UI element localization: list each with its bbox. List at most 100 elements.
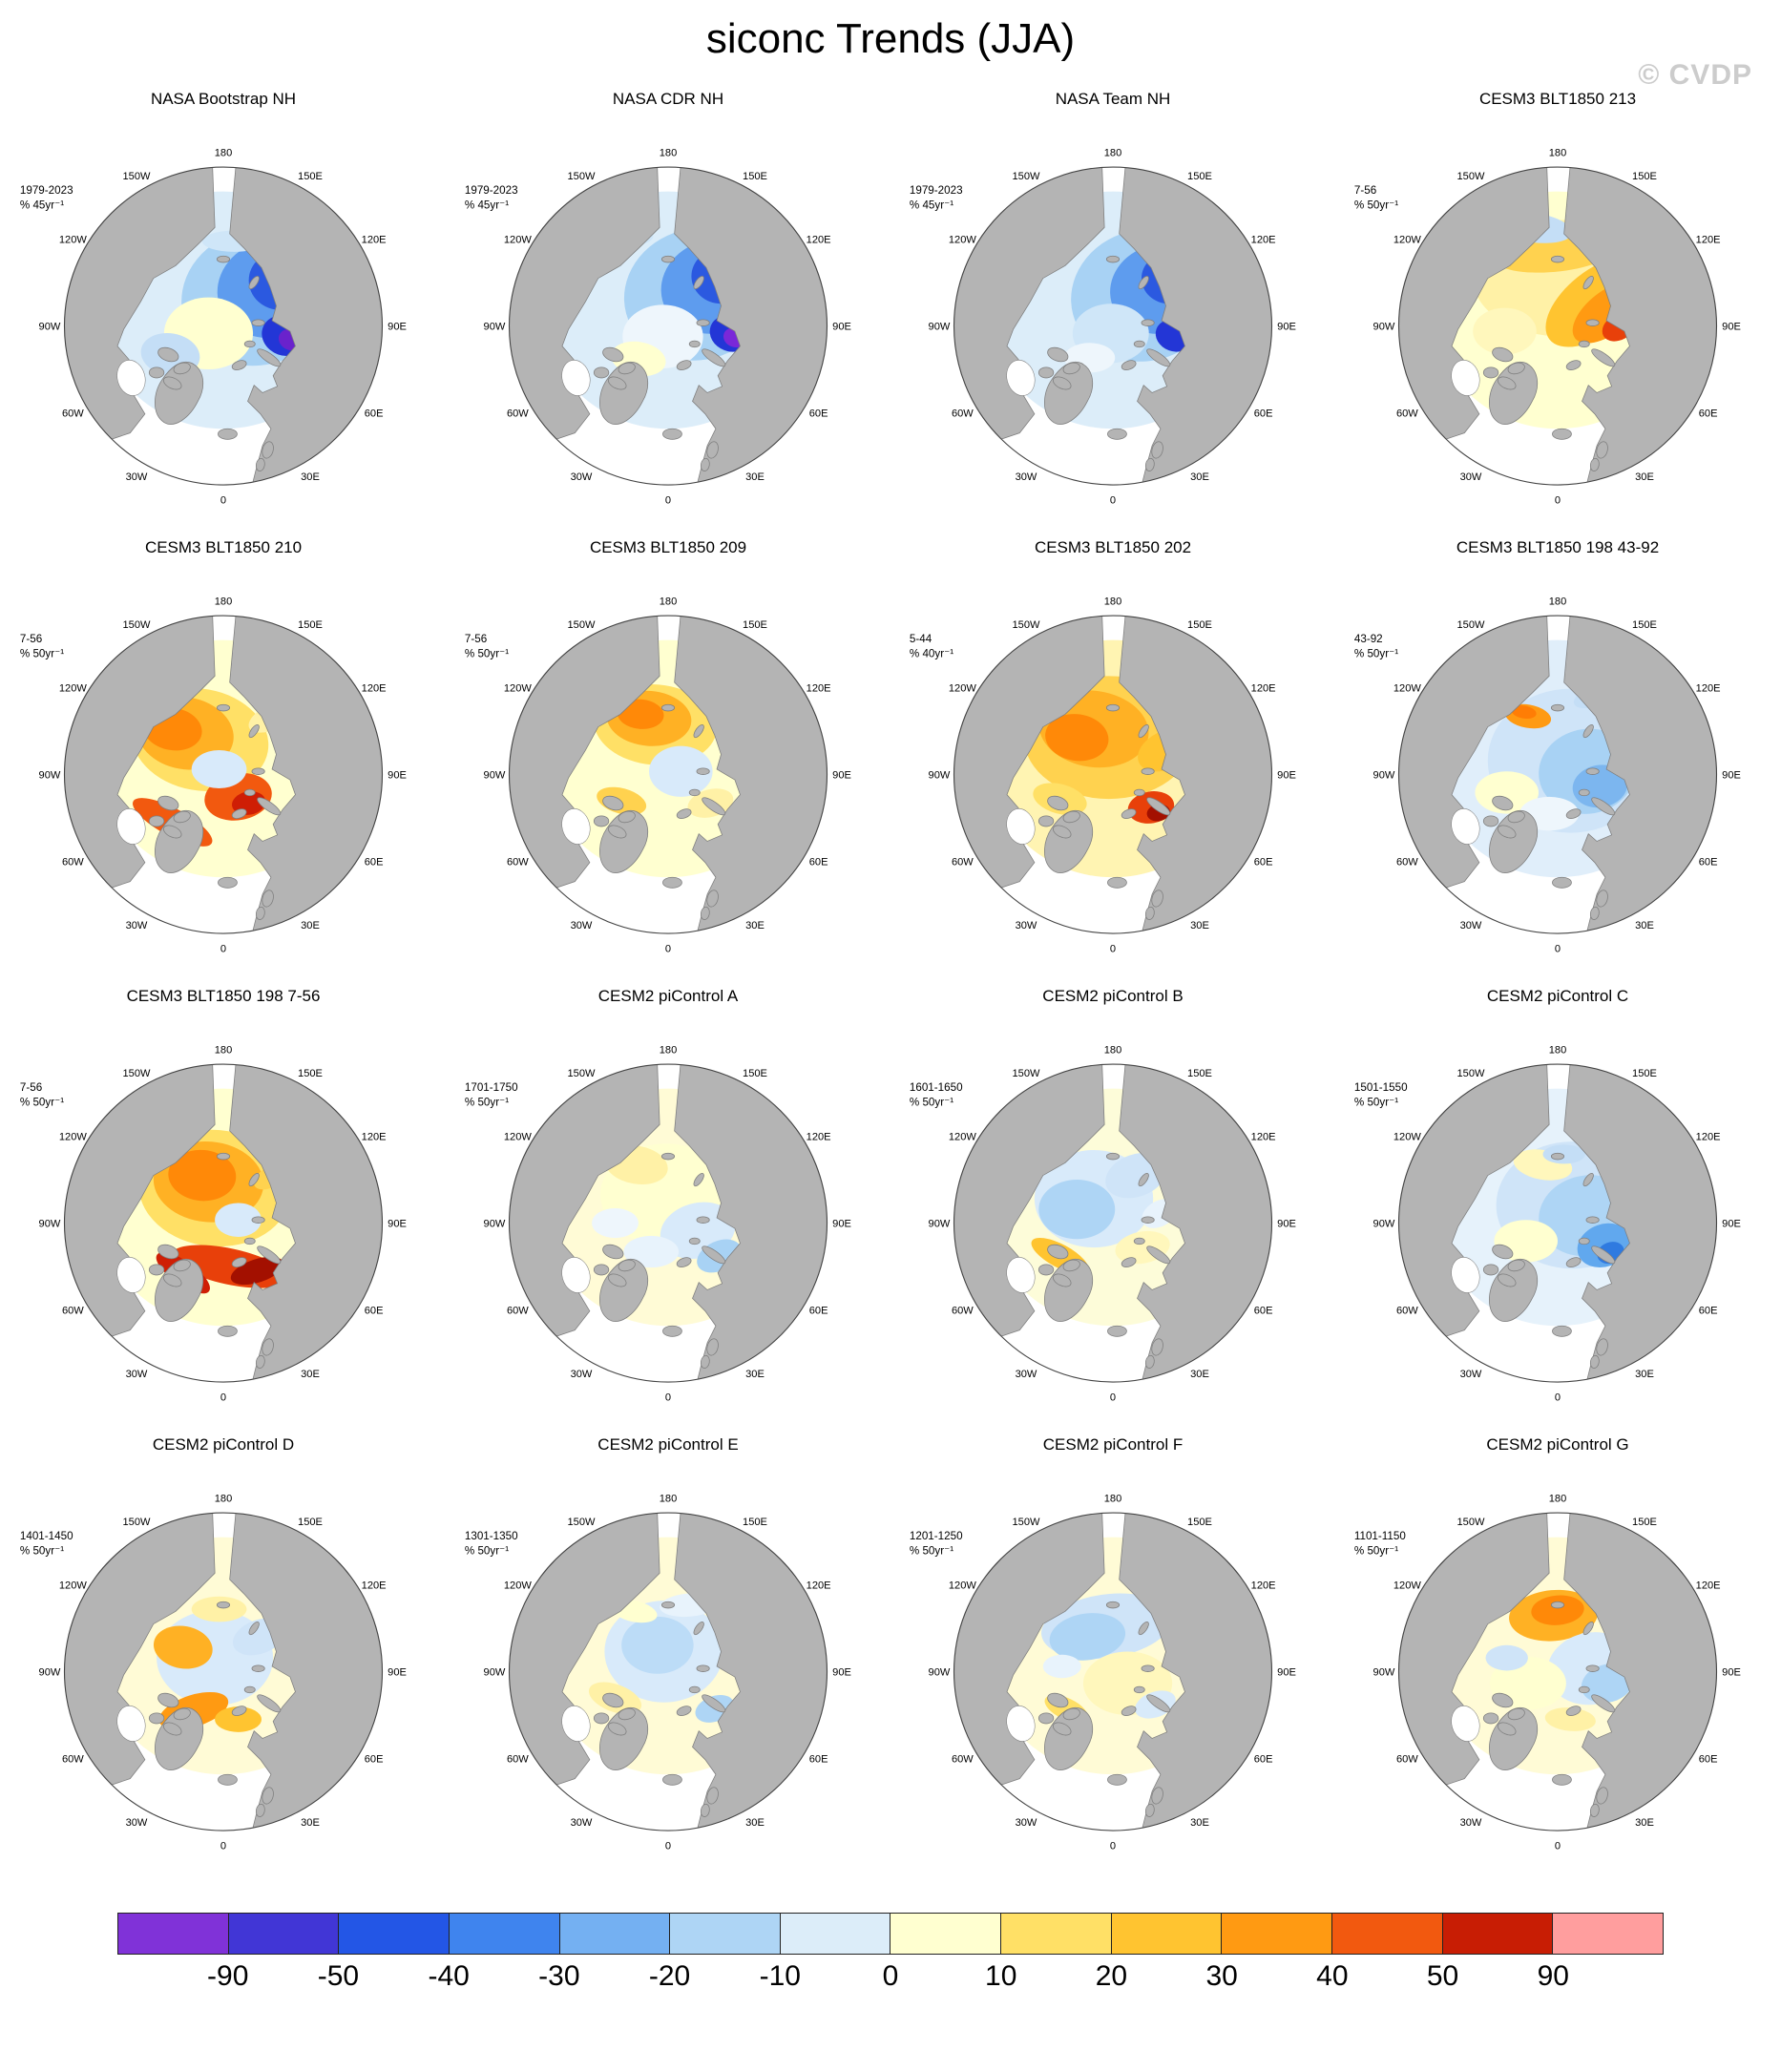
colorbar-segments (117, 1913, 1664, 1955)
lon-label: 30W (1460, 1369, 1482, 1380)
lon-label: 30W (126, 471, 148, 483)
landmasses (953, 616, 1272, 934)
lon-label: 60E (1699, 1305, 1718, 1316)
map-boundary (953, 1063, 1273, 1383)
map-panel: CESM2 piControl E 1301-1350 % 50yr⁻¹ 180… (446, 1430, 890, 1878)
polar-map: 5-44 % 40yr⁻¹ 180 150E 120E 90E 60E 30E 0 30W 60… (910, 596, 1296, 954)
landmasses (953, 1064, 1272, 1383)
land-wrangel-island (1105, 255, 1121, 263)
land-franz-josef (1578, 788, 1590, 797)
lon-label: 120W (504, 234, 533, 245)
lon-label: 30E (745, 920, 765, 931)
land-britain (1151, 1338, 1163, 1356)
lon-label: 180 (215, 147, 233, 158)
colorbar-tick-label: 20 (1095, 1960, 1128, 1992)
lon-label: 120W (504, 1131, 533, 1142)
lon-label: 120E (807, 234, 831, 245)
lon-label: 180 (1104, 1493, 1122, 1504)
lon-label: 90E (832, 1218, 851, 1229)
lon-label: 180 (215, 1493, 233, 1504)
lon-label: 60W (507, 408, 529, 419)
land-arctic-island (1482, 1712, 1499, 1725)
land-new-siberian-islands (1582, 724, 1594, 739)
lon-label: 30W (571, 471, 593, 483)
lon-label: 150W (1456, 619, 1485, 631)
land-iceland (218, 1773, 238, 1786)
land-arctic-island (157, 795, 179, 811)
hudson-bay (1451, 360, 1480, 396)
panel-units: % 50yr⁻¹ (20, 1544, 64, 1557)
land-arctic-island (593, 1264, 610, 1276)
landmasses (64, 1513, 383, 1831)
lon-label: 150E (298, 1517, 323, 1528)
land-ireland (1589, 1354, 1600, 1369)
lon-label: 60E (1254, 408, 1273, 419)
land-arctic-island (1492, 1244, 1514, 1260)
lon-label: 150W (122, 1068, 151, 1079)
hudson-bay (561, 808, 591, 845)
colorbar-segment (1553, 1914, 1663, 1954)
map-boundary (63, 166, 384, 486)
trend-region (592, 1208, 639, 1239)
lon-labels: 180 150E 120E 90E 60E 30E 0 30W 60W 90W 120W 150W (39, 1044, 407, 1403)
hudson-bay (116, 1706, 146, 1742)
land-arctic-island (602, 795, 624, 811)
land-ireland (255, 1803, 265, 1817)
polar-map: 1301-1350 % 50yr⁻¹ 180 150E 120E 90E 60E 30E 0… (465, 1493, 851, 1852)
lon-labels: 180 150E 120E 90E 60E 30E 0 30W 60W 90W 120W 150W (39, 596, 407, 954)
lon-label: 180 (660, 1044, 678, 1056)
panel-title: CESM3 BLT1850 198 7-56 (126, 987, 321, 1005)
lon-label: 60W (1396, 856, 1418, 868)
lon-label: 120E (807, 682, 831, 694)
colorbar-segment (1222, 1914, 1333, 1954)
land-iceland (1552, 428, 1572, 440)
land-arctic-island (618, 1707, 636, 1721)
lon-label: 120W (949, 1580, 977, 1591)
land-arctic-island (162, 376, 182, 390)
map-panel: CESM2 piControl D 1401-1450 % 50yr⁻¹ 180… (1, 1430, 446, 1878)
land-novaya-zemlya (702, 1694, 726, 1713)
lon-label: 90W (484, 769, 506, 781)
figure-title: siconc Trends (JJA) (705, 15, 1076, 62)
lon-label: 150W (567, 1517, 596, 1528)
lon-label: 60E (1254, 856, 1273, 868)
colorbar-ticks: -90 -50 -40 -30 -20 -10 0 10 20 30 40 50 90 (117, 1955, 1664, 1995)
land-svalbard (1565, 808, 1582, 819)
colorbar-segment (118, 1914, 229, 1954)
map-boundary (63, 615, 384, 934)
landmasses (953, 167, 1272, 486)
lon-label: 90E (1277, 1666, 1296, 1678)
lon-label: 90E (1277, 1218, 1296, 1229)
hudson-bay (1006, 360, 1036, 396)
map-panel: CESM2 piControl A 1701-1750 % 50yr⁻¹ 180… (446, 981, 890, 1430)
lon-label: 120W (949, 234, 977, 245)
land-franz-josef (243, 788, 256, 797)
land-britain (706, 1787, 719, 1805)
panel-units: % 50yr⁻¹ (465, 647, 509, 659)
lon-label: 120W (59, 234, 88, 245)
land-ireland (700, 1803, 710, 1817)
lon-label: 120W (949, 682, 977, 694)
lon-label: 0 (665, 494, 671, 506)
hudson-bay (1451, 808, 1480, 845)
lon-label: 0 (1555, 1840, 1561, 1852)
trend-region (191, 750, 247, 788)
land-ireland (1589, 1803, 1600, 1817)
map-boundary (508, 166, 828, 486)
polar-map: 1701-1750 % 50yr⁻¹ 180 150E 120E 90E 60E 30E 0… (465, 1044, 851, 1403)
lon-label: 120W (1393, 1580, 1422, 1591)
land-arctic-island (173, 1259, 191, 1272)
land-eurasia (1119, 616, 1272, 934)
lon-labels: 180 150E 120E 90E 60E 30E 0 30W 60W 90W 120W 150W (929, 147, 1296, 506)
panel-title: CESM2 piControl D (152, 1435, 295, 1454)
lon-labels: 180 150E 120E 90E 60E 30E 0 30W 60W 90W 120W 150W (484, 1493, 851, 1852)
lon-label: 60W (507, 1305, 529, 1316)
land-iceland (1107, 1325, 1127, 1337)
trend-region (649, 745, 713, 797)
land-arctic-island (1507, 1707, 1525, 1721)
land-britain (1596, 1338, 1608, 1356)
map-content (64, 167, 383, 486)
lon-label: 120E (362, 682, 387, 694)
map-panel: CESM3 BLT1850 198 43-92 43-92 % 50yr⁻¹ 1… (1335, 533, 1780, 981)
lon-label: 30E (301, 1817, 320, 1829)
